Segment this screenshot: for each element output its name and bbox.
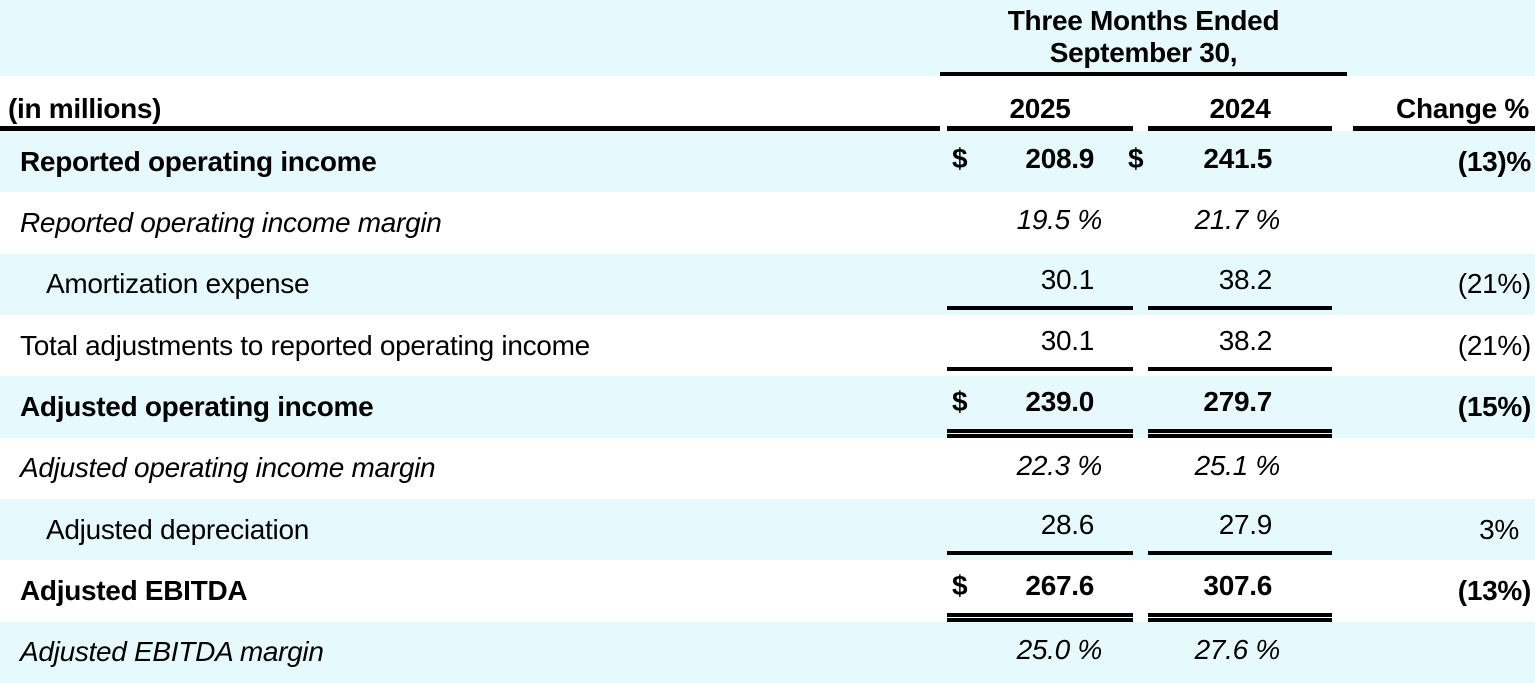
change-value (1353, 192, 1535, 253)
table-row: Adjusted depreciation 28.6 27.9 3% (0, 498, 1535, 561)
dollar-sign: $ (1128, 143, 1144, 175)
row-label: Adjusted EBITDA (20, 574, 248, 606)
value-2024: 27.6 % (1194, 633, 1281, 665)
table-row: Adjusted operating income $ 239.0 279.7 … (0, 376, 1535, 438)
value-2024: 25.1 % (1194, 449, 1281, 481)
change-value: (13)% (1457, 145, 1532, 177)
table-row: Total adjustments to reported operating … (0, 314, 1535, 377)
year-2024-header: 2024 (1148, 76, 1332, 131)
value-2025: 30.1 (1040, 325, 1095, 357)
period-header: Three Months Ended September 30, (940, 0, 1347, 76)
table-row: Amortization expense 30.1 38.2 (21%) (0, 253, 1535, 315)
change-value (1353, 438, 1535, 499)
value-2024: 27.9 (1218, 509, 1273, 541)
value-2024: 279.7 (1203, 386, 1272, 418)
value-2024: 21.7 % (1194, 204, 1281, 236)
table-row: Adjusted operating income margin 22.3 % … (0, 437, 1535, 499)
period-line1: Three Months Ended (1007, 5, 1280, 37)
value-2024: 241.5 (1203, 143, 1272, 175)
change-value (1353, 622, 1535, 683)
units-label: (in millions) (0, 76, 940, 131)
row-label: Reported operating income (20, 145, 377, 177)
period-band: Three Months Ended September 30, (0, 0, 1535, 76)
change-value: (21%) (1457, 329, 1532, 361)
row-label: Adjusted operating income (20, 390, 374, 422)
row-label: Total adjustments to reported operating … (20, 329, 590, 361)
change-value: (15%) (1457, 390, 1532, 422)
change-value: (13%) (1457, 574, 1532, 606)
table-row: Reported operating income margin 19.5 % … (0, 192, 1535, 254)
table-row: Reported operating income $ 208.9 $ 241.… (0, 131, 1535, 193)
value-2024: 38.2 (1218, 325, 1273, 357)
value-2025: 22.3 % (1016, 449, 1103, 481)
row-label: Adjusted EBITDA margin (20, 636, 324, 668)
value-2025: 208.9 (1025, 143, 1094, 175)
table-row: Adjusted EBITDA $ 267.6 307.6 (13%) (0, 560, 1535, 622)
value-2025: 25.0 % (1016, 633, 1103, 665)
value-2025: 28.6 (1040, 509, 1095, 541)
table-row: Adjusted EBITDA margin 25.0 % 27.6 % (0, 621, 1535, 683)
change-header: Change % (1353, 76, 1535, 131)
value-2025: 239.0 (1025, 386, 1094, 418)
dollar-sign: $ (952, 570, 968, 602)
row-label: Reported operating income margin (20, 206, 442, 238)
value-2025: 267.6 (1025, 570, 1094, 602)
dollar-sign: $ (952, 143, 968, 175)
change-value: 3% (1479, 513, 1519, 545)
year-2025-header: 2025 (947, 76, 1133, 131)
value-2025: 19.5 % (1016, 204, 1103, 236)
row-label: Adjusted depreciation (46, 513, 309, 545)
value-2024: 307.6 (1203, 570, 1272, 602)
change-value: (21%) (1457, 268, 1532, 300)
value-2025: 30.1 (1040, 263, 1095, 295)
value-2024: 38.2 (1218, 263, 1273, 295)
column-header-row: (in millions) 2025 2024 Change % (0, 76, 1535, 131)
dollar-sign: $ (952, 386, 968, 418)
row-label: Amortization expense (46, 268, 310, 300)
period-line2: September 30, (1049, 37, 1238, 69)
row-label: Adjusted operating income margin (20, 452, 436, 484)
